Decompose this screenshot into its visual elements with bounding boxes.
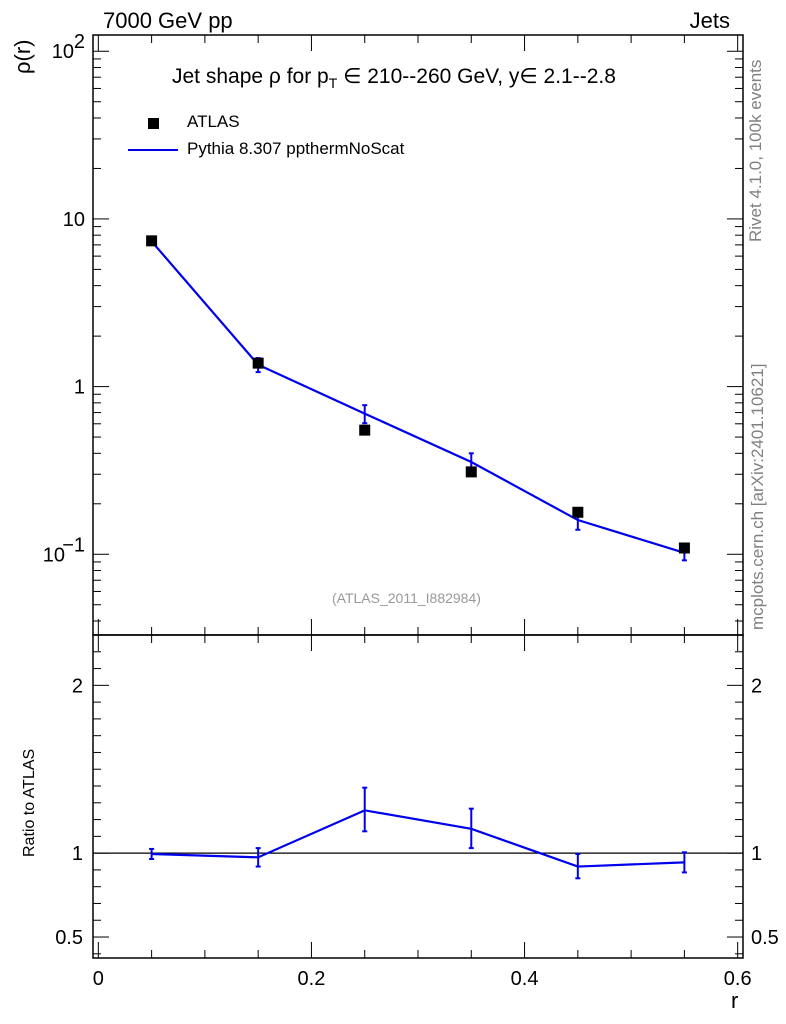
rivet-version-label: Rivet 4.1.0, 100k events bbox=[746, 60, 765, 242]
mcplots-label: mcplots.cern.ch [arXiv:2401.10621] bbox=[748, 364, 767, 630]
analysis-watermark: (ATLAS_2011_I882984) bbox=[332, 590, 481, 606]
legend-data-marker bbox=[148, 118, 159, 129]
y-tick-label: 10 bbox=[63, 209, 85, 231]
main-frame bbox=[92, 34, 744, 636]
y-tick-label: 10 bbox=[52, 41, 74, 63]
ratio-y-tick-label: 0.5 bbox=[55, 927, 83, 949]
title-range: ∈ 210--260 GeV, y∈ 2.1--2.8 bbox=[337, 65, 616, 88]
legend-data-label: ATLAS bbox=[187, 112, 240, 131]
x-tick-label: 0.2 bbox=[298, 968, 326, 990]
atlas-data-point bbox=[252, 357, 264, 369]
ratio-frame bbox=[92, 634, 744, 959]
x-tick-label: 0.6 bbox=[724, 968, 752, 990]
y-tick-label: 10 bbox=[43, 544, 65, 566]
ratio-y-tick-label: 2 bbox=[72, 675, 83, 697]
atlas-data-point bbox=[146, 235, 158, 247]
plot-title: Jet shape ρ for pT ∈ 210--260 GeV, y∈ 2.… bbox=[172, 64, 616, 91]
legend-mc-line bbox=[128, 149, 178, 151]
title-prefix: Jet shape bbox=[172, 65, 269, 88]
ratio-y-tick-label-right: 1 bbox=[751, 843, 762, 865]
y-tick-label: 1 bbox=[74, 377, 85, 399]
atlas-data-point bbox=[572, 506, 584, 518]
ratio-y-tick-label-right: 0.5 bbox=[751, 927, 779, 949]
title-sub: T bbox=[328, 75, 338, 92]
ratio-y-tick-label-right: 2 bbox=[751, 675, 762, 697]
y-tick-exponent: 2 bbox=[74, 31, 85, 53]
atlas-data-point bbox=[359, 424, 371, 436]
header-left: 7000 GeV pp bbox=[103, 8, 233, 33]
header-right: Jets bbox=[689, 8, 730, 33]
y-tick-exponent: −1 bbox=[62, 534, 85, 556]
x-tick-label: 0 bbox=[93, 968, 104, 990]
mc-line bbox=[150, 240, 685, 554]
ratio-line bbox=[151, 809, 685, 868]
legend-mc-label: Pythia 8.307 ppthermNoScat bbox=[187, 139, 405, 158]
ratio-y-tick-label: 1 bbox=[72, 843, 83, 865]
title-for-p: for p bbox=[280, 65, 329, 88]
x-axis-label: r bbox=[731, 988, 739, 1013]
atlas-data-point bbox=[678, 542, 690, 554]
title-rho: ρ bbox=[268, 65, 281, 88]
atlas-data-point bbox=[465, 466, 477, 478]
x-tick-label: 0.4 bbox=[511, 968, 539, 990]
